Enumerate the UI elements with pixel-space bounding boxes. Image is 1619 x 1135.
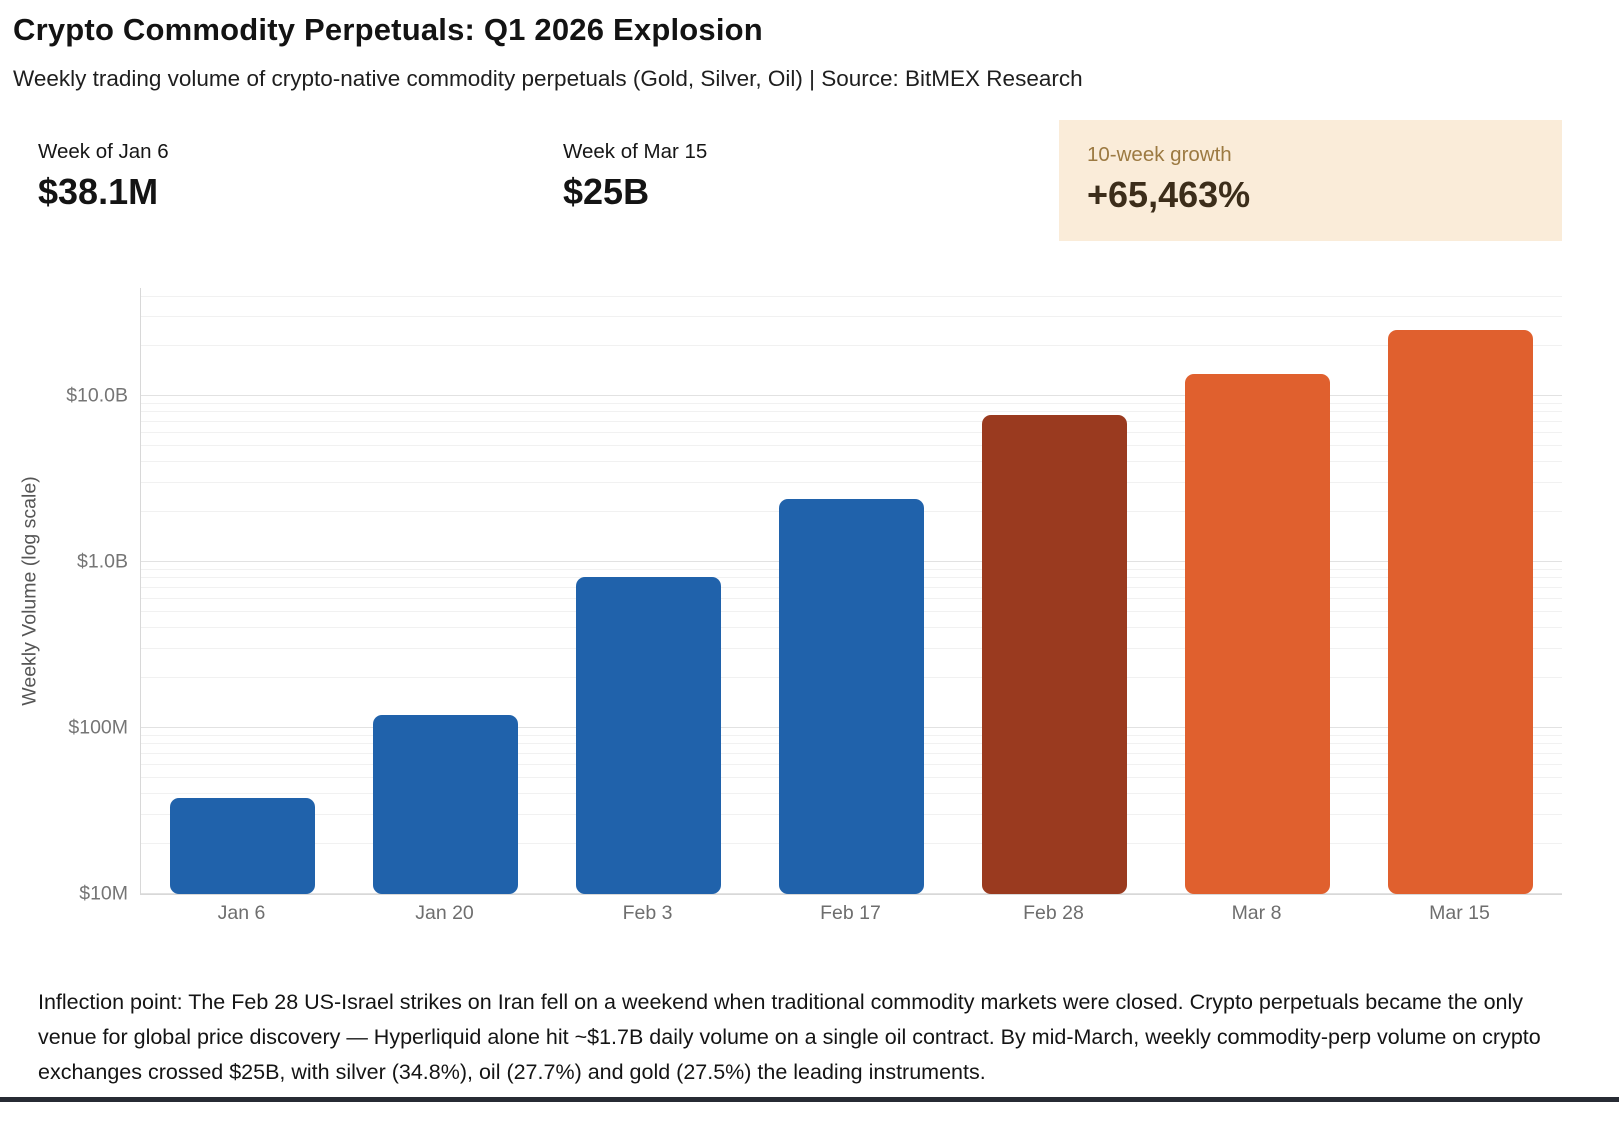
x-tick-label: Feb 3 (622, 902, 673, 924)
bar-slot (344, 288, 547, 894)
bar-jan-20 (373, 714, 518, 894)
stat-growth-highlight: 10-week growth +65,463% (1059, 120, 1562, 241)
page-title: Crypto Commodity Perpetuals: Q1 2026 Exp… (13, 12, 763, 47)
bar-mar-15 (1388, 330, 1533, 894)
footer-note: Inflection point: The Feb 28 US-Israel s… (38, 989, 1541, 1084)
bar-slot (750, 288, 953, 894)
x-tick-label: Mar 15 (1429, 902, 1490, 924)
major-gridline (141, 395, 1562, 397)
bar-slot (547, 288, 750, 894)
minor-gridline (141, 461, 1562, 463)
minor-gridline (141, 445, 1562, 447)
x-tick-label: Jan 6 (217, 902, 266, 924)
bar-feb-17 (779, 499, 924, 894)
minor-gridline (141, 295, 1562, 297)
y-tick-label: $10.0B (66, 384, 128, 407)
stat-week-jan-6: Week of Jan 6 $38.1M (38, 140, 169, 213)
minor-gridline (141, 402, 1562, 404)
x-tick-label: Jan 20 (415, 902, 474, 924)
bar-feb-28 (982, 415, 1127, 894)
bar-mar-8 (1185, 374, 1330, 894)
bar-chart: Weekly Volume (log scale) $10M $100M $1.0B… (0, 288, 1619, 924)
bottom-bar (0, 1097, 1619, 1102)
minor-gridline (141, 432, 1562, 434)
stats-row: Week of Jan 6 $38.1M Week of Mar 15 $25B… (0, 120, 1619, 241)
stat-label: Week of Jan 6 (38, 140, 169, 163)
bar-slot (1359, 288, 1562, 894)
stat-label: 10-week growth (1087, 143, 1232, 166)
minor-gridline (141, 411, 1562, 413)
plot-area (140, 288, 1562, 895)
stat-label: Week of Mar 15 (563, 140, 708, 163)
stat-value: $38.1M (38, 171, 159, 212)
x-tick-label: Feb 17 (820, 902, 881, 924)
y-tick-label: $10M (79, 882, 128, 905)
y-axis-ticks: $10M $100M $1.0B $10.0B (0, 288, 128, 905)
stat-week-mar-15: Week of Mar 15 $25B (563, 140, 707, 213)
bar-feb-3 (576, 576, 721, 894)
y-tick-label: $1.0B (77, 550, 128, 573)
bar-slot (1156, 288, 1359, 894)
stat-value: $25B (563, 171, 650, 212)
y-tick-label: $100M (68, 716, 128, 739)
minor-gridline (141, 345, 1562, 347)
bar-slot (141, 288, 344, 894)
minor-gridline (141, 316, 1562, 318)
x-tick-label: Mar 8 (1231, 902, 1282, 924)
x-tick-label: Feb 28 (1023, 902, 1084, 924)
stat-value: +65,463% (1087, 174, 1251, 215)
bar-slot (953, 288, 1156, 894)
page-subtitle: Weekly trading volume of crypto-native c… (13, 66, 1083, 91)
bars (141, 288, 1562, 894)
x-axis-labels: Jan 6 Jan 20 Feb 3 Feb 17 Feb 28 Mar 8 Mar 15 (140, 902, 1561, 925)
bar-jan-6 (170, 797, 315, 894)
minor-gridline (141, 421, 1562, 423)
minor-gridline (141, 482, 1562, 484)
